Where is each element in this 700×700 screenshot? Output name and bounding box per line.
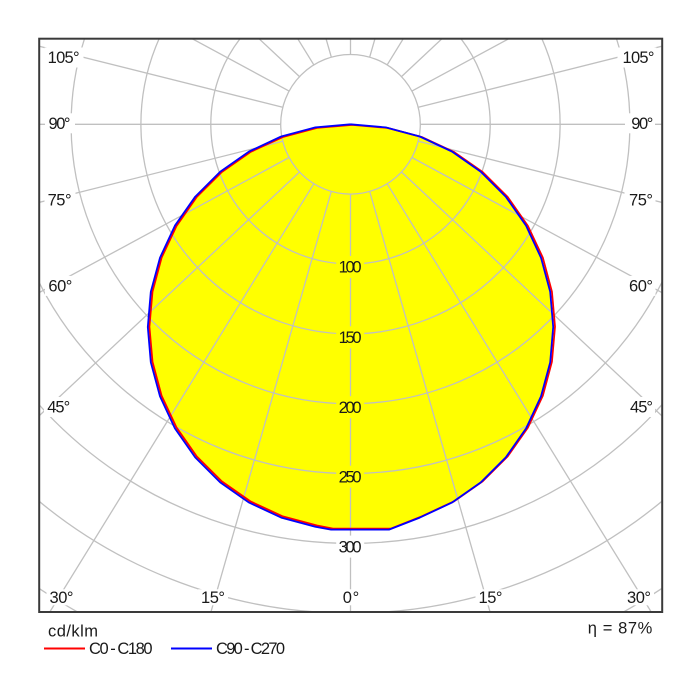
svg-text:0°: 0° — [343, 589, 360, 607]
svg-text:C0 - C180: C0 - C180 — [89, 640, 153, 658]
svg-text:200: 200 — [339, 399, 362, 417]
svg-text:60°: 60° — [48, 278, 72, 296]
svg-text:90°: 90° — [631, 115, 653, 133]
svg-text:45°: 45° — [630, 399, 653, 417]
svg-text:cd/klm: cd/klm — [48, 622, 98, 640]
svg-text:100: 100 — [339, 259, 362, 277]
svg-text:15°: 15° — [479, 589, 503, 607]
svg-text:30°: 30° — [627, 589, 651, 607]
svg-text:75°: 75° — [629, 191, 653, 209]
svg-text:C90 - C270: C90 - C270 — [216, 640, 285, 658]
svg-text:150: 150 — [339, 329, 362, 347]
svg-text:105°: 105° — [623, 49, 655, 67]
svg-text:60°: 60° — [629, 278, 653, 296]
svg-text:30°: 30° — [50, 589, 74, 607]
svg-text:250: 250 — [339, 468, 362, 486]
svg-text:90°: 90° — [49, 115, 71, 133]
svg-text:η = 87%: η = 87% — [588, 620, 653, 638]
svg-text:300: 300 — [339, 538, 362, 556]
svg-text:75°: 75° — [48, 191, 72, 209]
svg-text:45°: 45° — [47, 399, 70, 417]
svg-text:105°: 105° — [48, 49, 80, 67]
svg-text:15°: 15° — [201, 589, 225, 607]
